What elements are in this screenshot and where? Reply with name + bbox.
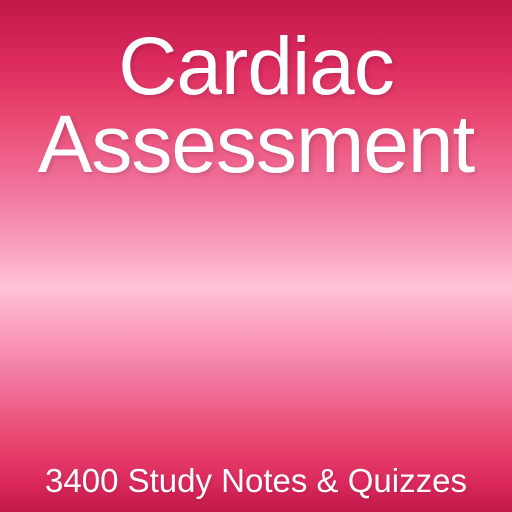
subtitle-text: 3400 Study Notes & Quizzes	[0, 462, 512, 500]
title-block: Cardiac Assessment	[0, 0, 512, 184]
subtitle-block: 3400 Study Notes & Quizzes	[0, 462, 512, 512]
app-icon-tile: Cardiac Assessment 3400 Study Notes & Qu…	[0, 0, 512, 512]
title-line-1: Cardiac	[0, 28, 512, 106]
title-line-2: Assessment	[0, 106, 512, 184]
